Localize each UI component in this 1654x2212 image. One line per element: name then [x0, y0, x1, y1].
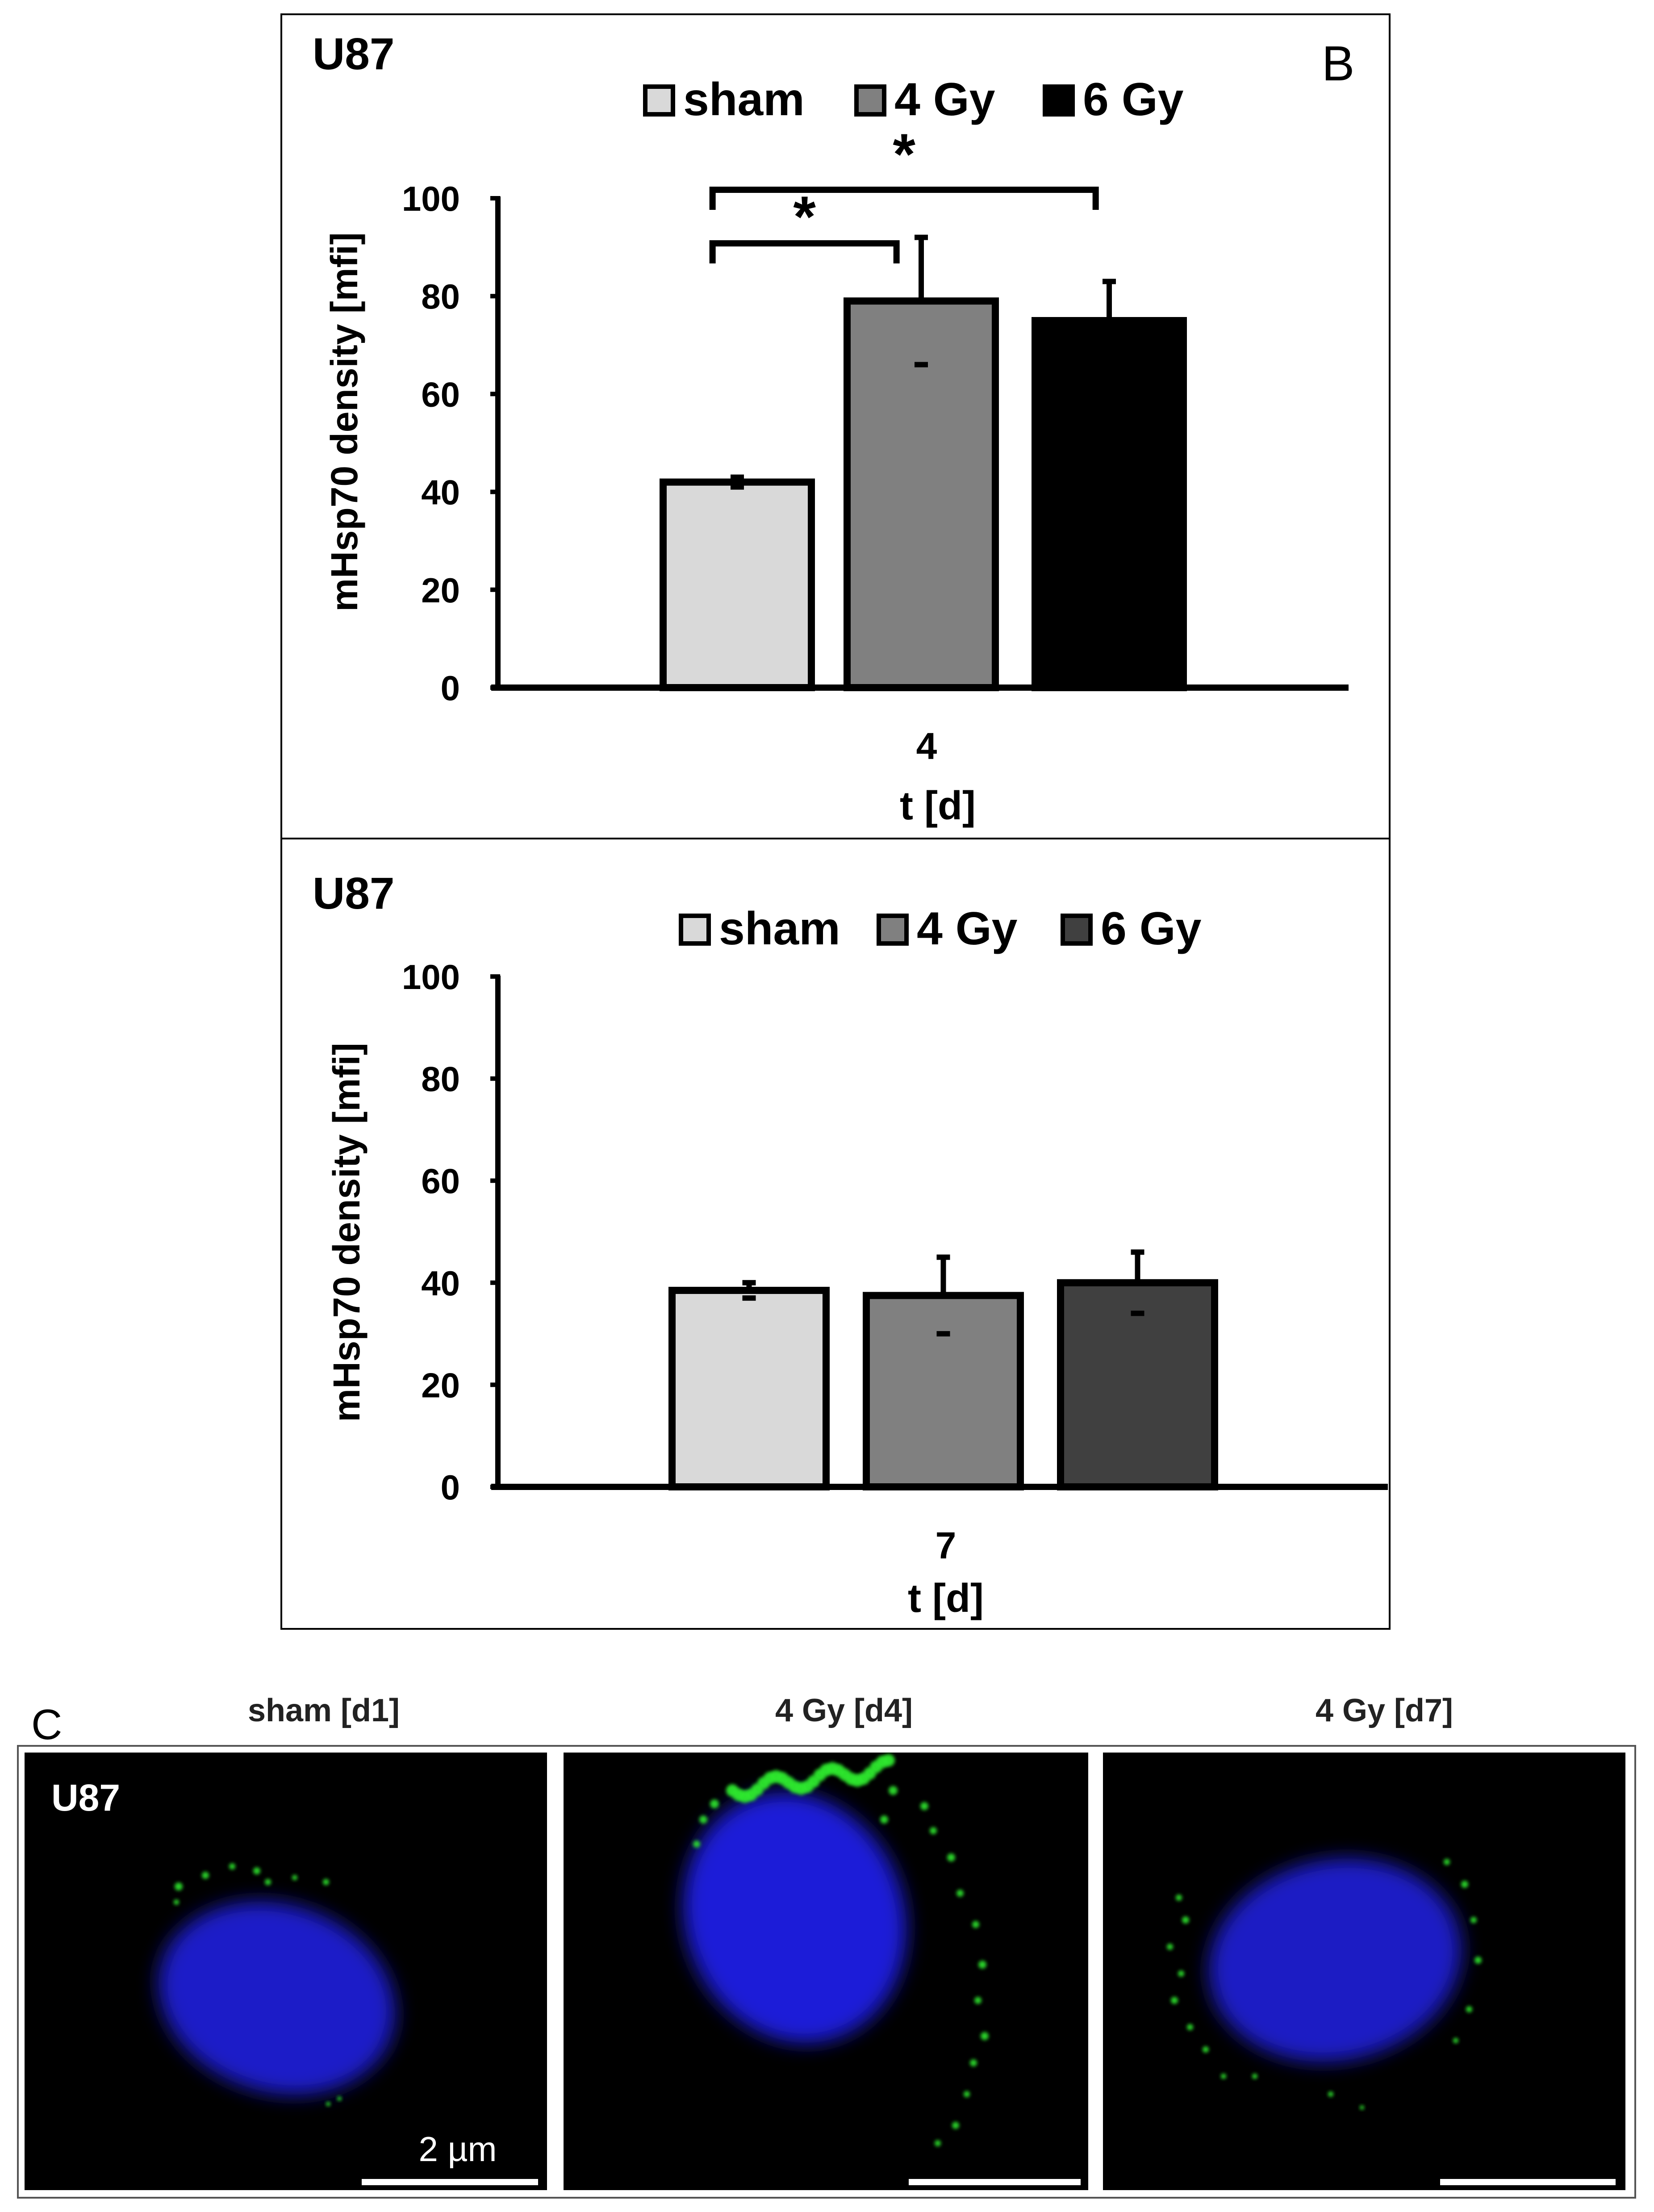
top-significance-bracket-1 — [709, 240, 900, 263]
micrograph-2 — [564, 1753, 1088, 2190]
bottom-chart: U87 sham 4 Gy 6 Gy 0 20 40 60 80 100 mHsp70 den… — [313, 868, 1388, 1621]
top-significance-star-1: * — [793, 184, 816, 249]
panel-b-letter: B — [1322, 36, 1354, 91]
image-title-3: 4 Gy [d7] — [1316, 1693, 1453, 1728]
top-tick-label-80: 80 — [421, 277, 460, 316]
membrane-signal-2 — [693, 1754, 989, 2146]
bottom-y-axis-label: mHsp70 density [mfi] — [326, 1043, 368, 1422]
image-title-1: sham [d1] — [248, 1693, 400, 1728]
panel-c-letter: C — [31, 1701, 62, 1749]
panel-c: C sham [d1] 4 Gy [d4] 4 Gy [d7] U87 2 µm — [17, 1693, 1636, 2199]
bottom-tick-label-100: 100 — [402, 957, 460, 997]
bottom-bar-sham — [668, 1286, 830, 1491]
top-cell-label: U87 — [313, 29, 394, 79]
bottom-bar-4-gy — [863, 1292, 1024, 1490]
top-legend-swatch-6-gy — [1043, 84, 1075, 117]
bottom-bars — [668, 1249, 1218, 1491]
top-bars — [660, 234, 1187, 692]
bottom-legend-label-4-gy: 4 Gy — [917, 903, 1018, 955]
top-significance-bracket-2 — [709, 187, 1099, 210]
nucleus-2 — [683, 1792, 907, 2043]
micrograph-3 — [1103, 1753, 1625, 2190]
micrograph-cell-label: U87 — [51, 1777, 120, 1819]
top-legend-label-4-gy: 4 Gy — [894, 74, 995, 125]
top-legend: sham 4 Gy 6 Gy — [643, 74, 1184, 125]
micrograph-1: U87 2 µm — [25, 1753, 547, 2190]
image-title-2: 4 Gy [d4] — [775, 1693, 913, 1728]
panel-b-frame — [280, 13, 1391, 1630]
bottom-legend-swatch-6-gy — [1061, 914, 1093, 946]
top-tick-label-100: 100 — [402, 179, 460, 218]
nucleus-3 — [1209, 1858, 1462, 2062]
bottom-legend-label-6-gy: 6 Gy — [1101, 903, 1202, 955]
bottom-legend: sham 4 Gy 6 Gy — [679, 903, 1202, 955]
bottom-tick-label-60: 60 — [421, 1161, 460, 1201]
top-significance: ** — [709, 121, 1099, 263]
bottom-tick-label-0: 0 — [441, 1468, 460, 1507]
membrane-signal-1 — [174, 1863, 342, 2106]
top-bar-sham — [660, 478, 815, 692]
scale-bar-label: 2 µm — [419, 2129, 497, 2169]
nucleus-1 — [159, 1901, 395, 2095]
membrane-signal-3 — [1167, 1859, 1482, 2110]
bottom-cell-label: U87 — [313, 868, 394, 918]
top-legend-swatch-sham — [643, 84, 675, 117]
top-tick-label-20: 20 — [421, 571, 460, 610]
bottom-y-ticks: 0 20 40 60 80 100 — [402, 957, 500, 1507]
bottom-tick-label-80: 80 — [421, 1060, 460, 1099]
bottom-tick-label-20: 20 — [421, 1365, 460, 1405]
top-legend-label-6-gy: 6 Gy — [1083, 74, 1184, 125]
bottom-legend-swatch-sham — [679, 914, 711, 946]
top-legend-swatch-4-gy — [854, 84, 886, 117]
top-tick-label-0: 0 — [441, 668, 460, 708]
top-y-axis-label: mHsp70 density [mfi] — [323, 232, 365, 612]
top-tick-label-60: 60 — [421, 375, 460, 414]
top-x-axis-label: t [d] — [900, 784, 976, 828]
top-bar-4-gy — [844, 297, 999, 691]
top-category-label: 4 — [916, 725, 937, 767]
top-bar-6-gy — [1032, 317, 1187, 691]
top-legend-label-sham: sham — [683, 74, 805, 125]
top-y-ticks: 0 20 40 60 80 100 — [402, 179, 500, 708]
top-significance-star-2: * — [893, 121, 915, 187]
bottom-legend-swatch-4-gy — [877, 914, 909, 946]
bottom-x-axis-label: t [d] — [908, 1576, 984, 1621]
bottom-tick-label-40: 40 — [421, 1264, 460, 1303]
top-tick-label-40: 40 — [421, 473, 460, 512]
bottom-legend-label-sham: sham — [719, 903, 840, 955]
bottom-category-label: 7 — [936, 1524, 956, 1566]
